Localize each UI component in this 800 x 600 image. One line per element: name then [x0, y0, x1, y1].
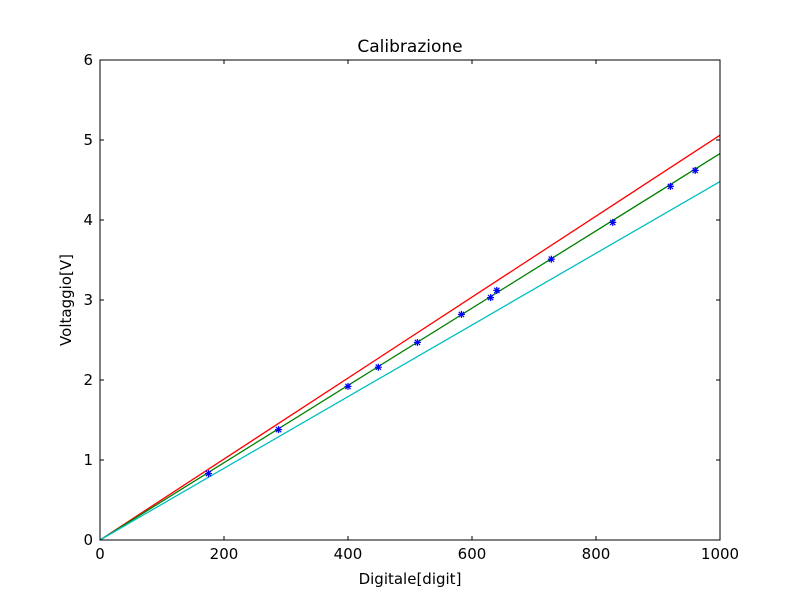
x-tick-label: 200 — [210, 545, 239, 563]
y-tick-label: 2 — [83, 371, 93, 389]
y-tick-label: 3 — [83, 291, 93, 309]
y-axis-label: Voltaggio[V] — [57, 254, 75, 346]
y-tick-label: 4 — [83, 211, 93, 229]
axis-ticks: 0 200 400 600 800 1000 0 1 2 3 4 5 6 — [83, 51, 739, 563]
chart-title: Calibrazione — [357, 37, 462, 57]
x-tick-label: 800 — [582, 545, 611, 563]
data-point — [666, 182, 674, 190]
data-point — [344, 382, 352, 390]
x-tick-label: 1000 — [701, 545, 739, 563]
data-point — [413, 338, 421, 346]
plot-frame — [99, 59, 721, 541]
y-tick-label: 0 — [83, 531, 93, 549]
data-point — [374, 363, 382, 371]
y-tick-label: 5 — [83, 131, 93, 149]
data-point — [275, 426, 283, 434]
data-point — [487, 294, 495, 302]
data-point — [609, 218, 617, 226]
y-tick-label: 6 — [83, 51, 93, 69]
data-point — [205, 470, 212, 478]
series-line-2 — [99, 181, 721, 541]
series-line-0 — [99, 134, 721, 541]
x-tick-label: 600 — [458, 545, 487, 563]
plot-content — [99, 134, 721, 541]
series-line-1 — [99, 153, 721, 541]
data-point — [457, 310, 465, 318]
data-point — [691, 166, 699, 174]
x-axis-label: Digitale[digit] — [359, 570, 462, 588]
y-tick-label: 1 — [83, 451, 93, 469]
x-tick-label: 400 — [334, 545, 363, 563]
data-point — [547, 255, 555, 263]
x-tick-label: 0 — [95, 545, 105, 563]
data-point — [493, 286, 501, 294]
